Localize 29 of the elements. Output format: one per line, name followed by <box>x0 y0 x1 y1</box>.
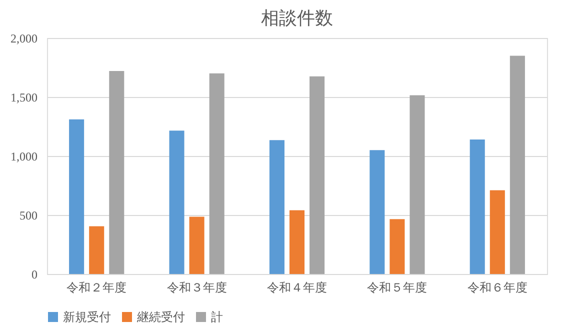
bar <box>490 190 505 274</box>
y-tick-label: 0 <box>32 268 38 282</box>
bar <box>470 139 485 274</box>
bar <box>209 73 224 274</box>
y-tick-label: 1,000 <box>10 150 38 164</box>
bar <box>370 150 385 274</box>
x-tick-label: 令和３年度 <box>166 280 227 294</box>
bar <box>189 216 204 274</box>
y-tick-label: 1,500 <box>10 90 38 104</box>
bar <box>410 95 425 274</box>
bar <box>269 140 284 274</box>
bar <box>69 119 84 274</box>
x-tick-label: 令和５年度 <box>367 280 428 294</box>
x-tick-label: 令和４年度 <box>267 280 327 294</box>
bar <box>109 71 124 274</box>
x-tick-label: 令和６年度 <box>467 280 528 294</box>
bar <box>310 76 325 274</box>
chart-title: 相談件数 <box>261 8 333 28</box>
legend-label: 継続受付 <box>136 310 185 324</box>
bar <box>510 56 525 274</box>
bar <box>169 130 184 274</box>
legend-label: 新規受付 <box>63 310 111 324</box>
y-tick-label: 500 <box>20 208 38 222</box>
bar <box>89 226 104 274</box>
bar <box>289 210 305 274</box>
y-tick-label: 2,000 <box>10 32 38 46</box>
x-tick-label: 令和２年度 <box>66 280 127 294</box>
bar <box>390 219 405 274</box>
legend-label: 計 <box>211 310 223 324</box>
